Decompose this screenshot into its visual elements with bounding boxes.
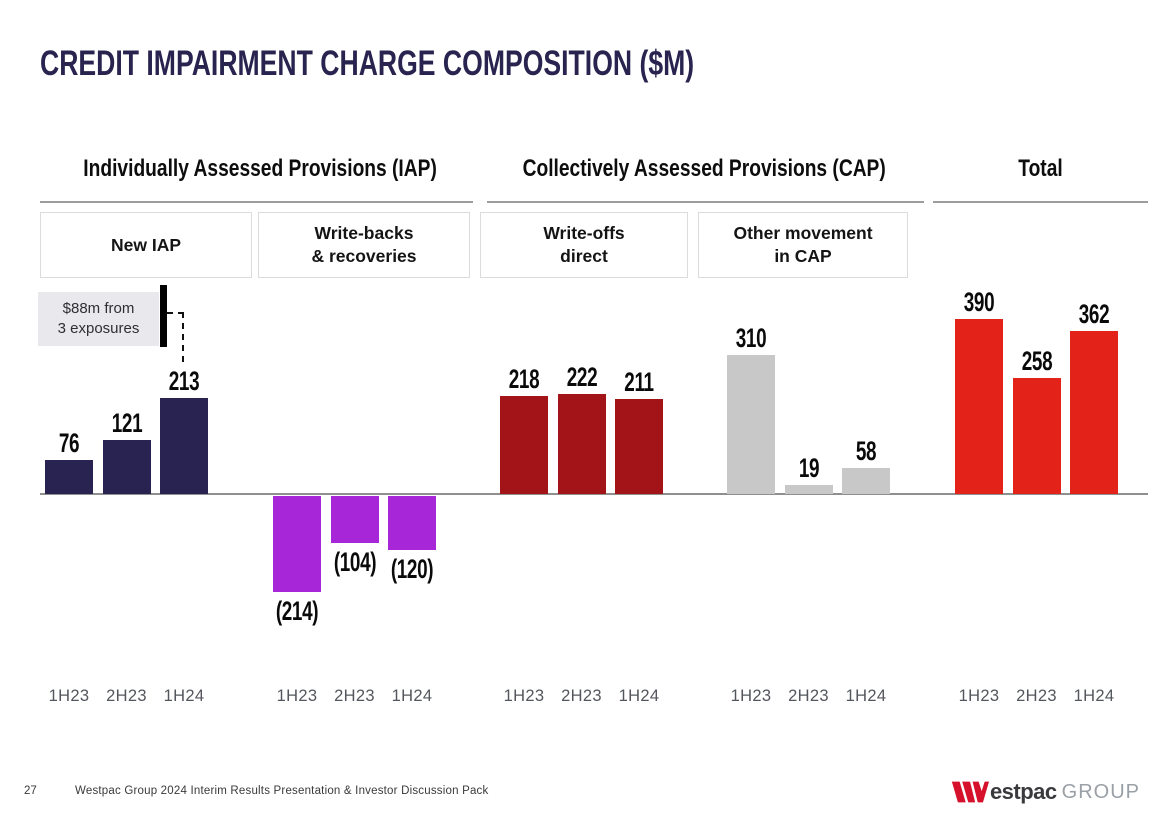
bar-new-iap-2h23: [102, 440, 151, 494]
annotation-connector-vertical: [182, 312, 184, 362]
bar-value-label: 310: [735, 323, 767, 353]
bar-total-1h24: [1070, 331, 1118, 494]
page-title: CREDIT IMPAIRMENT CHARGE COMPOSITION ($M…: [40, 44, 695, 83]
x-axis-label: 2H23: [106, 687, 147, 705]
bar-write-backs-recoveries-1h23: [273, 496, 321, 592]
x-axis-line: [40, 493, 1148, 495]
x-axis-label: 1H23: [503, 687, 545, 705]
x-axis-label: 2H23: [788, 687, 829, 705]
annotation-callout: $88m from 3 exposures: [38, 292, 159, 346]
bar-write-offs-direct-1h24: [615, 399, 663, 494]
x-axis-label: 1H23: [48, 687, 90, 705]
x-axis-label: 2H23: [561, 687, 602, 705]
x-axis-label: 2H23: [334, 687, 375, 705]
bar-value-label: 121: [111, 408, 142, 438]
bar-new-iap-1h24: [160, 398, 208, 494]
bar-value-label: (214): [275, 596, 319, 626]
bar-write-offs-direct-2h23: [557, 394, 606, 494]
bar-value-label: 76: [58, 428, 80, 458]
bar-value-label: 390: [963, 287, 995, 317]
bar-value-label: 211: [624, 367, 654, 397]
section-header-cap: Collectively Assessed Provisions (CAP): [522, 155, 886, 182]
footer-title: Westpac Group 2024 Interim Results Prese…: [75, 785, 489, 797]
x-axis-label: 1H23: [958, 687, 1000, 705]
annotation-marker-bar: [160, 285, 167, 347]
logo-wordmark: estpac: [989, 779, 1057, 804]
bar-other-movement-in-cap-2h23: [784, 485, 833, 494]
column-header-new-iap: New IAP: [40, 212, 252, 278]
bar-value-label: 222: [566, 362, 597, 392]
westpac-group-logo: estpac GROUP: [951, 778, 1140, 806]
x-axis-label: 1H24: [845, 687, 887, 705]
bar-write-backs-recoveries-1h24: [388, 496, 436, 550]
footer-page-number: 27: [24, 785, 37, 797]
x-axis-label: 1H23: [276, 687, 318, 705]
section-header-total: Total: [1018, 155, 1063, 182]
section-header-iap: Individually Assessed Provisions (IAP): [83, 155, 437, 182]
bar-value-label: 218: [508, 364, 540, 394]
bar-value-label: (104): [333, 547, 376, 577]
bar-total-1h23: [955, 319, 1003, 494]
bar-write-offs-direct-1h23: [500, 396, 548, 494]
x-axis-label: 1H24: [1073, 687, 1115, 705]
bar-write-backs-recoveries-2h23: [330, 496, 379, 543]
bar-value-label: 58: [855, 436, 877, 466]
x-axis-label: 1H24: [618, 687, 660, 705]
column-header-write-backs: Write-backs & recoveries: [258, 212, 470, 278]
x-axis-label: 1H24: [163, 687, 205, 705]
section-divider-iap: [40, 201, 473, 203]
column-header-other-movement: Other movement in CAP: [698, 212, 908, 278]
bar-value-label: (120): [390, 554, 434, 584]
bar-new-iap-1h23: [45, 460, 93, 494]
section-divider-total: [933, 201, 1148, 203]
bar-value-label: 258: [1021, 346, 1052, 376]
bar-total-2h23: [1012, 378, 1061, 494]
bar-other-movement-in-cap-1h24: [842, 468, 890, 494]
westpac-w-icon: [951, 781, 989, 803]
logo-suffix: GROUP: [1061, 780, 1140, 803]
annotation-connector-horizontal: [167, 312, 184, 314]
bar-value-label: 362: [1078, 299, 1110, 329]
x-axis-label: 1H24: [391, 687, 433, 705]
bar-other-movement-in-cap-1h23: [727, 355, 775, 494]
bar-value-label: 213: [168, 366, 200, 396]
x-axis-label: 1H23: [730, 687, 772, 705]
x-axis-label: 2H23: [1016, 687, 1057, 705]
column-header-write-offs: Write-offs direct: [480, 212, 688, 278]
bar-value-label: 19: [798, 453, 819, 483]
section-divider-cap: [487, 201, 924, 203]
